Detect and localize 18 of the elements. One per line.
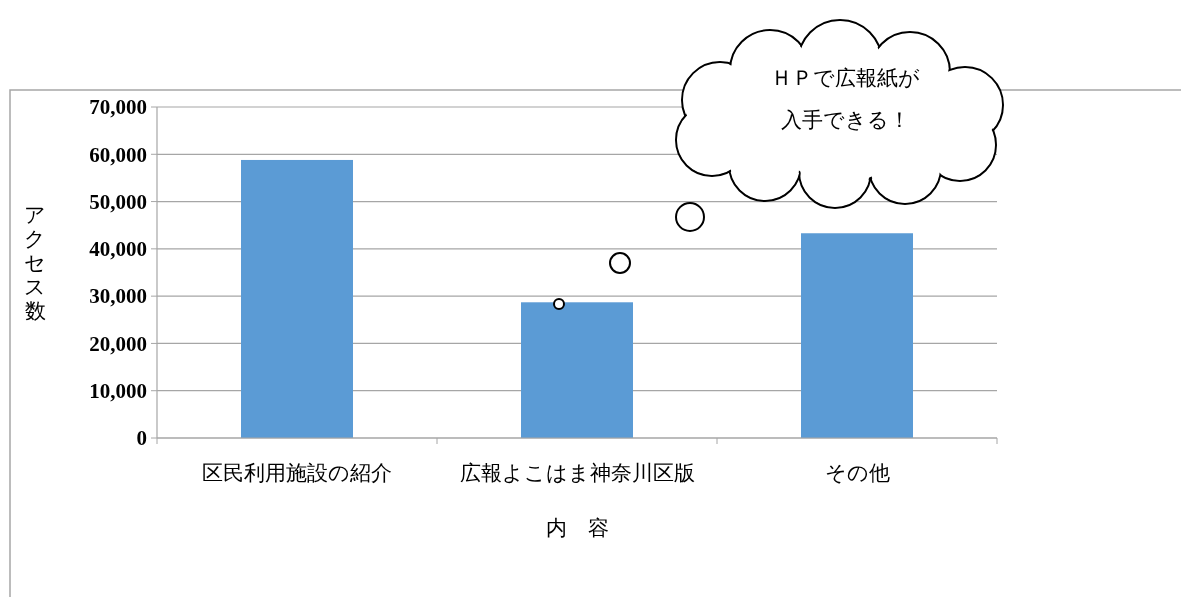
bar	[521, 302, 633, 438]
y-tick-label: 10,000	[89, 379, 147, 404]
bar	[241, 159, 353, 438]
x-tick-label: その他	[824, 461, 890, 485]
annotation: 入手できる！	[780, 108, 910, 132]
y-tick-label: 30,000	[89, 284, 147, 309]
y-tick-label: 70,000	[89, 95, 147, 120]
y-tick-label: 60,000	[89, 142, 147, 167]
y-tick-label: 0	[136, 426, 147, 451]
bar	[801, 233, 913, 438]
y-tick-label: 40,000	[89, 237, 147, 262]
x-tick-label: 広報よこはま神奈川区版	[459, 461, 695, 485]
x-axis-title: 内 容	[545, 516, 609, 540]
x-tick-label: 区民利用施設の紹介	[202, 461, 392, 485]
y-tick-label: 20,000	[89, 331, 147, 356]
text: ＨＰで広報紙が	[770, 66, 920, 90]
y-tick-label: 50,000	[89, 189, 147, 214]
y-axis-title: アクセス数	[24, 203, 46, 323]
